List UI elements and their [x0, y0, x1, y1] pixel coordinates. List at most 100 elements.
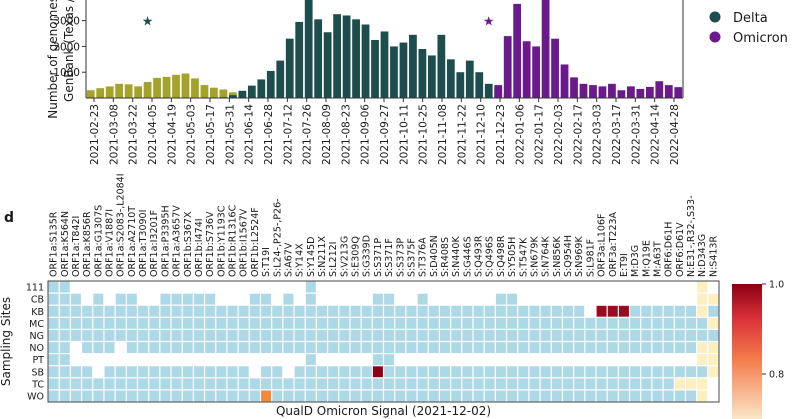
bar-other-2021-05-17: [200, 85, 209, 98]
heatmap-cell-CB-ORF1b:S736V: [205, 293, 216, 305]
bar-other-2021-05-31: [219, 89, 228, 98]
heatmap-cell-PT-N:D343G: [697, 354, 708, 366]
heatmap-cell-KB-ORF1a:T3090I: [138, 305, 149, 317]
heatmap-cell-TC-ORF3a:T223A: [607, 378, 618, 390]
heatmap-cell-NG-ORF3a:L106F: [596, 330, 607, 341]
bar-x-tick-label: 2021-09-06: [360, 104, 372, 165]
heatmap-cell-PT-ORF1a:K564N: [59, 354, 70, 366]
bar-delta-2021-09-06: [352, 19, 360, 99]
heatmap-cell-MC-N:S413R: [708, 317, 719, 329]
heatmap-cell-NG-S:Y14X: [294, 330, 305, 341]
heatmap-cell-NO-S:D405N: [428, 342, 439, 353]
heatmap-row-label: NG: [30, 331, 44, 342]
bar-x-tick-label: 2021-04-05: [147, 104, 159, 165]
legend-label-delta: Delta: [733, 11, 768, 26]
heatmap-cell-TC-ORF1a:K564N: [59, 378, 70, 390]
heatmap-cell-KB-ORF1a:A2710T: [126, 305, 137, 317]
bar-other-2021-03-15: [115, 83, 124, 98]
heatmap-cell-KB-S:G339D: [361, 305, 372, 317]
bar-omicron-2021-12-27: [503, 36, 512, 98]
heatmap-cell-SB-S:E309Q: [350, 366, 361, 378]
bar-series: [86, 0, 683, 99]
heatmap-cell-WO-ORF1a:V1887I: [104, 390, 115, 402]
bar-x-tick-label: 2021-05-31: [224, 104, 236, 165]
heatmap-cell-TC-ORF1b:I474I: [193, 378, 204, 390]
heatmap-cell-SB-M:A63T: [652, 366, 663, 378]
bar-omicron-2022-02-28: [589, 85, 597, 98]
heatmap-cell-KB-S:Q954H: [563, 305, 574, 317]
heatmap-cell-NO-ORF1a:S135R: [48, 342, 59, 353]
heatmap-cell-NO-ORF3a:T223A: [607, 342, 618, 353]
heatmap-cell-TC-S:T19I: [261, 378, 272, 390]
heatmap-cell-TC-S:T376A: [417, 378, 428, 390]
heatmap-y-axis-label: Sampling Sites: [0, 297, 13, 386]
heatmap-column-label: S:N211X: [317, 236, 328, 277]
bar-delta-2021-08-23: [333, 14, 341, 98]
heatmap-cell-NG-S:N440K: [451, 330, 462, 341]
heatmap-column-label: ORF6:D61V: [675, 222, 686, 277]
bar-delta-2021-10-04: [390, 46, 398, 98]
heatmap-cell-NG-M:Q19E: [641, 330, 652, 341]
heatmap-cell-TC-S:Q493R: [473, 378, 484, 390]
heatmap-cell-SB-S:D405N: [428, 366, 439, 378]
heatmap-cell-TC-ORF1a:V1887I: [104, 378, 115, 390]
heatmap-cell-CB-ORF1a:S2083-,L2084I: [115, 293, 126, 305]
heatmap-cell-KB-S:N856K: [551, 305, 562, 317]
heatmap-column-label: ORF1a:P3395H: [160, 205, 171, 277]
heatmap-cell-SB-ORF1a:V1887I: [104, 366, 115, 378]
heatmap-cell-NG-S:N679K: [529, 330, 540, 341]
bar-other-2021-04-05: [143, 82, 152, 98]
bar-x-tick-label: 2021-12-23: [495, 104, 507, 165]
heatmap-cell-WO-ORF1b:S736V: [205, 390, 216, 402]
heatmap-cell-WO-S:Q493R: [473, 390, 484, 402]
heatmap-cell-MC-S:D405N: [428, 317, 439, 329]
heatmap-cell-NO-ORF6:D61H: [663, 342, 674, 353]
heatmap-column-label: S:S371P: [373, 238, 384, 277]
heatmap-cell-SB-ORF1a:S135R: [48, 366, 59, 378]
heatmap-cell-SB-ORF1a:K564N: [59, 366, 70, 378]
colorbar-tick-label: 0.8: [769, 370, 784, 381]
heatmap-cell-SB-N:S413R: [708, 366, 719, 378]
heatmap-cell-111-ORF1a:K564N: [59, 281, 70, 293]
heatmap-cell-KB-S:T19I: [261, 305, 272, 317]
bar-other-2021-03-01: [96, 88, 105, 98]
heatmap-cell-MC-S:T547K: [518, 317, 529, 329]
heatmap-cell-NO-S:Q954H: [563, 342, 574, 353]
heatmap-cell-WO-S:N440K: [451, 390, 462, 402]
heatmap-column-label: S:N764K: [541, 236, 552, 277]
heatmap-cell-NG-ORF1b:I474I: [193, 330, 204, 341]
bar-x-tick-label: 2022-03-17: [611, 104, 623, 165]
bar-x-tick-label: 2021-12-10: [476, 104, 488, 165]
heatmap-cell-TC-ORF1a:T3090I: [138, 378, 149, 390]
heatmap-cell-MC-ORF1a:T3090I: [138, 317, 149, 329]
heatmap-cell-KB-ORF1a:A3657V: [171, 305, 182, 317]
bar-x-tick-label: 2021-02-23: [89, 104, 101, 165]
heatmap-cell-TC-S:S373P: [395, 378, 406, 390]
annotation-star-icon: ★: [142, 15, 154, 30]
heatmap-cell-NG-ORF1a:K856R: [82, 330, 93, 341]
heatmap-cell-CB-ORF1a:T842I: [70, 293, 81, 305]
heatmap-cell-WO-S:A67V: [283, 390, 294, 402]
heatmap-cell-NG-S:D405N: [428, 330, 439, 341]
heatmap-cell-KB-S:D405N: [428, 305, 439, 317]
heatmap-cell-MC-N:D343G: [697, 317, 708, 329]
heatmap-cell-NG-S:N856K: [551, 330, 562, 341]
heatmap-cell-TC-S:N969K: [574, 378, 585, 390]
heatmap-cell-WO-ORF3a:L106F: [596, 390, 607, 402]
heatmap-cell-PT-S:S371P: [372, 354, 383, 366]
bar-y-axis-label-line: Number of genomes in: [46, 0, 60, 119]
heatmap-cell-WO-S:N969K: [574, 390, 585, 402]
heatmap-column-label: S:Q493R: [474, 235, 485, 277]
heatmap-cell-SB-S:Y14X: [294, 366, 305, 378]
heatmap-cell-SB-N:E31-,R32-,S33-: [686, 366, 697, 378]
heatmap-cell-TC-ORF1b:I1567V: [238, 378, 249, 390]
heatmap-cell-KB-ORF1b:I1567V: [238, 305, 249, 317]
heatmap-cell-NO-S:T376A: [417, 342, 428, 353]
heatmap-column-label: ORF3a:L106F: [597, 214, 608, 278]
heatmap-cell-NG-S:V213G: [339, 330, 350, 341]
heatmap-cell-TC-ORF1a:T842I: [70, 378, 81, 390]
heatmap-cell-TC-S:D405N: [428, 378, 439, 390]
heatmap-cell-CB-ORF1a:G1307S: [93, 293, 104, 305]
heatmap-row-label: 111: [26, 283, 44, 294]
heatmap-cell-NO-ORF1b:R1316C: [227, 342, 238, 353]
